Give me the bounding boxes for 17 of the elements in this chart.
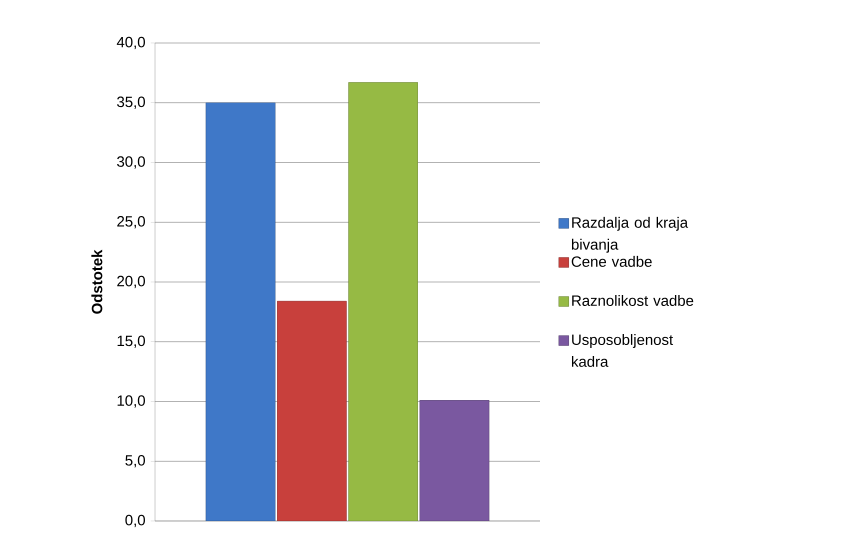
y-tick-label: 25,0 xyxy=(117,216,145,228)
bar xyxy=(348,82,418,521)
y-tick-label: 0,0 xyxy=(125,514,145,528)
y-axis-title: Odstotek xyxy=(91,250,102,314)
legend-label: Usposobljenost kadra xyxy=(572,334,674,367)
bar xyxy=(420,400,490,521)
y-tick-label: 40,0 xyxy=(116,36,145,50)
bar xyxy=(206,102,276,521)
legend-label: Raznolikost vadbe xyxy=(572,294,694,306)
y-tick-label: 20,0 xyxy=(117,276,145,288)
y-tick-label: 30,0 xyxy=(117,156,145,169)
y-tick-label: 10,0 xyxy=(118,395,145,408)
y-tick-label: 5,0 xyxy=(125,455,145,468)
y-tick-label: 15,0 xyxy=(118,336,145,348)
legend-label: Razdalja od kraja bivanja xyxy=(572,216,688,253)
y-tick-label: 35,0 xyxy=(117,96,145,109)
legend-label: Cene vadbe xyxy=(572,256,652,267)
